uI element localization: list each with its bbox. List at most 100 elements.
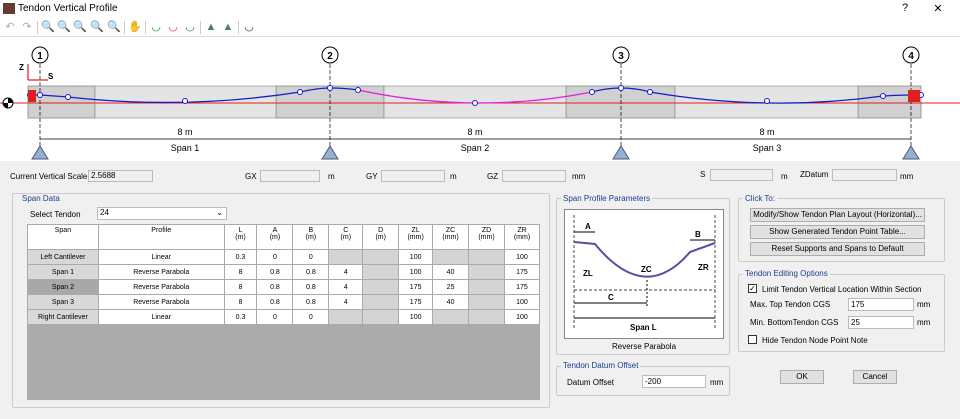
table-cell[interactable]: 4 — [328, 264, 364, 280]
table-cell[interactable]: Span 1 — [27, 264, 99, 280]
table-cell[interactable]: 175 — [398, 279, 434, 295]
zoom-window-icon[interactable]: 🔍 — [41, 21, 55, 33]
table-cell[interactable]: 25 — [432, 279, 470, 295]
zoom-out-icon[interactable]: 🔍 — [107, 21, 121, 33]
table-cell[interactable]: Linear — [97, 309, 225, 325]
limit-location-checkbox[interactable]: ✓ — [748, 284, 757, 293]
table-cell[interactable]: 4 — [328, 279, 364, 295]
table-row[interactable]: Left Cantilever Linear 0.3 0 0 100 100 — [27, 249, 541, 265]
modify-plan-layout-button[interactable]: Modify/Show Tendon Plan Layout (Horizont… — [750, 208, 925, 222]
cancel-button[interactable]: Cancel — [853, 370, 897, 384]
select-tendon-dropdown[interactable]: 24 ⌄ — [97, 207, 227, 220]
table-cell[interactable]: Linear — [97, 249, 225, 265]
table-cell[interactable]: 0 — [256, 309, 294, 325]
table-cell[interactable] — [468, 264, 505, 280]
table-cell[interactable]: 100 — [503, 309, 541, 325]
table-cell[interactable] — [362, 249, 400, 265]
gz-field — [502, 170, 566, 182]
table-cell[interactable] — [432, 249, 470, 265]
table-cell[interactable] — [328, 249, 364, 265]
profile-svg[interactable]: Z S 1 2 3 4 8 m Span 1 8 m Span 2 8 m Sp… — [0, 37, 960, 161]
table-cell[interactable]: 0.8 — [292, 264, 330, 280]
ok-button[interactable]: OK — [780, 370, 824, 384]
table-row[interactable]: Right Cantilever Linear 0.3 0 0 100 100 — [27, 309, 541, 325]
table-cell[interactable]: 0.8 — [292, 294, 330, 310]
close-button[interactable]: ✕ — [933, 3, 943, 15]
table-cell[interactable] — [362, 309, 400, 325]
table-cell[interactable]: 100 — [398, 309, 434, 325]
column-header: ZL (mm) — [398, 224, 434, 250]
table-cell[interactable]: 0.8 — [292, 279, 330, 295]
table-cell[interactable]: 100 — [503, 294, 541, 310]
table-cell[interactable]: 0.3 — [223, 249, 258, 265]
table-cell[interactable]: Reverse Parabola — [97, 294, 225, 310]
table-cell[interactable] — [362, 279, 400, 295]
pan-icon[interactable]: ✋ — [128, 21, 142, 33]
table-cell[interactable]: 175 — [503, 279, 541, 295]
scale-field: 2.5688 — [88, 170, 153, 182]
view-bottom-icon[interactable]: ◡ — [185, 21, 195, 33]
table-cell[interactable]: Span 3 — [27, 294, 99, 310]
tendon-shape-icon[interactable]: ◡ — [244, 21, 254, 33]
table-cell[interactable]: 0 — [292, 309, 330, 325]
table-cell[interactable] — [328, 309, 364, 325]
zoom-in-icon[interactable]: 🔍 — [73, 21, 87, 33]
support-label: 1 — [37, 51, 43, 62]
table-cell[interactable] — [468, 294, 505, 310]
table-cell[interactable]: 100 — [398, 249, 434, 265]
table-cell[interactable]: Left Cantilever — [27, 249, 99, 265]
table-cell[interactable] — [362, 264, 400, 280]
table-cell[interactable]: Reverse Parabola — [97, 279, 225, 295]
reset-supports-button[interactable]: Reset Supports and Spans to Default — [750, 242, 925, 256]
header-unit: (mm) — [478, 234, 495, 241]
table-cell[interactable] — [362, 294, 400, 310]
span-table: Span Profile L (m) A (m) B (m) C (m) D (m) ZL (mm) ZC(… — [27, 224, 541, 325]
table-row[interactable]: Span 3 Reverse Parabola 8 0.8 0.8 4 175 40 100 — [27, 294, 541, 310]
add-point-icon[interactable]: ▲ — [205, 21, 217, 33]
zoom-extents-icon[interactable]: 🔍 — [57, 21, 71, 33]
table-cell[interactable]: 175 — [398, 294, 434, 310]
min-cgs-input[interactable] — [848, 316, 914, 329]
table-cell[interactable]: 4 — [328, 294, 364, 310]
datum-offset-input[interactable] — [642, 375, 706, 388]
gx-label: GX — [245, 172, 257, 181]
table-cell[interactable]: 8 — [223, 294, 258, 310]
view-mid-icon[interactable]: ◡ — [168, 21, 178, 33]
support-markers: 1 2 3 4 — [31, 46, 920, 64]
help-button[interactable]: ? — [901, 2, 909, 14]
table-cell[interactable]: 0.3 — [223, 309, 258, 325]
table-cell[interactable]: Right Cantilever — [27, 309, 99, 325]
show-point-table-button[interactable]: Show Generated Tendon Point Table... — [750, 225, 925, 239]
table-row[interactable]: Span 2 Reverse Parabola 8 0.8 0.8 4 175 25 175 — [27, 279, 541, 295]
redo-icon[interactable]: ↷ — [22, 21, 32, 33]
table-cell[interactable]: 8 — [223, 264, 258, 280]
table-cell[interactable]: 40 — [432, 264, 470, 280]
s-label: S — [700, 170, 706, 179]
delete-point-icon[interactable]: ▲ — [222, 21, 234, 33]
zoom-previous-icon[interactable]: 🔍 — [90, 21, 104, 33]
undo-icon[interactable]: ↶ — [5, 21, 15, 33]
table-cell[interactable] — [468, 249, 505, 265]
table-cell[interactable]: Span 2 — [27, 279, 99, 295]
table-cell[interactable] — [432, 309, 470, 325]
table-cell[interactable]: 0 — [256, 249, 294, 265]
hide-note-checkbox[interactable] — [748, 335, 757, 344]
view-top-icon[interactable]: ◡ — [151, 21, 161, 33]
table-cell[interactable]: 40 — [432, 294, 470, 310]
table-cell[interactable]: 0.8 — [256, 279, 294, 295]
table-cell[interactable]: Reverse Parabola — [97, 264, 225, 280]
table-cell[interactable]: 0 — [292, 249, 330, 265]
table-cell[interactable]: 8 — [223, 279, 258, 295]
table-cell[interactable] — [468, 279, 505, 295]
zdatum-field — [832, 169, 897, 181]
tendon-profile-drawing[interactable]: Z S 1 2 3 4 8 m Span 1 8 m Span 2 8 m Sp… — [0, 37, 960, 161]
table-row[interactable]: Span 1 Reverse Parabola 8 0.8 0.8 4 100 40 175 — [27, 264, 541, 280]
table-cell[interactable]: 175 — [503, 264, 541, 280]
table-cell[interactable]: 100 — [398, 264, 434, 280]
table-cell[interactable] — [468, 309, 505, 325]
table-cell[interactable]: 0.8 — [256, 294, 294, 310]
header-unit: (m) — [340, 234, 352, 241]
table-cell[interactable]: 100 — [503, 249, 541, 265]
max-cgs-input[interactable] — [848, 298, 914, 311]
table-cell[interactable]: 0.8 — [256, 264, 294, 280]
